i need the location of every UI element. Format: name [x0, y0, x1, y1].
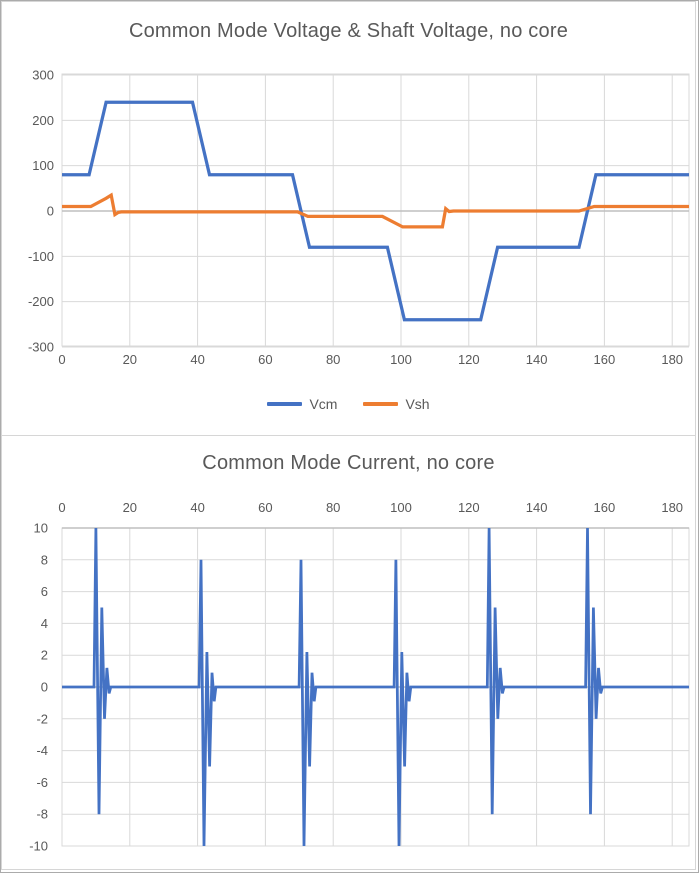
x-tick-label: 40 [190, 352, 204, 367]
panel-current-chart: Common Mode Current, no core 0 20 40 60 80 10… [1, 436, 696, 870]
x-tick-label: 180 [661, 500, 683, 515]
x-tick-label: 160 [594, 500, 616, 515]
voltage-chart-title: Common Mode Voltage & Shaft Voltage, no … [128, 20, 569, 42]
current-chart-title: Common Mode Current, no core [202, 452, 495, 474]
x-tick-label: 140 [526, 500, 548, 515]
vcm-line-swatch [267, 402, 303, 406]
x-tick-label: 100 [390, 500, 412, 515]
y-tick-label: -8 [36, 807, 48, 822]
x-tick-label: 0 [58, 500, 65, 515]
x-tick-label: 100 [390, 352, 412, 367]
series-line-icm [62, 527, 689, 847]
current-chart-plot: 0 20 40 60 80 100 120 140 160 1801086420-2-4-6-8-… [29, 500, 690, 854]
vsh-line-swatch [363, 402, 399, 406]
y-tick-label: -2 [36, 711, 48, 726]
y-tick-label: -300 [28, 339, 54, 354]
x-tick-label: 180 [661, 352, 683, 367]
y-tick-label: 0 [47, 204, 54, 219]
x-tick-label: 80 [326, 500, 340, 515]
x-tick-label: 120 [458, 500, 480, 515]
x-tick-label: 160 [594, 352, 616, 367]
y-tick-label: 10 [34, 521, 48, 536]
y-tick-label: -10 [29, 839, 48, 854]
legend-label-vsh: Vsh [405, 396, 430, 412]
x-tick-label: 0 [58, 352, 65, 367]
y-tick-label: -4 [36, 743, 48, 758]
legend-item-vcm: Vcm [267, 396, 337, 412]
y-tick-label: 4 [41, 616, 48, 631]
legend-label-vcm: Vcm [309, 396, 338, 412]
x-tick-label: 60 [258, 352, 272, 367]
y-tick-label: -6 [36, 775, 48, 790]
series-line-vsh [62, 192, 689, 229]
y-tick-label: 2 [41, 648, 48, 663]
panel-voltage-chart: Common Mode Voltage & Shaft Voltage, no … [1, 1, 696, 436]
x-tick-label: 140 [526, 352, 548, 367]
y-tick-label: 200 [32, 113, 54, 128]
y-tick-label: 6 [41, 584, 48, 599]
x-tick-label: 60 [258, 500, 272, 515]
x-tick-label: 120 [458, 352, 480, 367]
voltage-chart-legend: Vcm Vsh [2, 396, 695, 412]
x-tick-label: 40 [190, 500, 204, 515]
y-tick-label: 8 [41, 552, 48, 567]
x-tick-label: 20 [123, 500, 137, 515]
x-tick-label: 20 [123, 352, 137, 367]
x-tick-label: 80 [326, 352, 340, 367]
voltage-chart-plot: 0 20 40 60 80 100 120 140 160 180 300 200 100 0 -100 -2… [28, 68, 690, 367]
y-tick-label: 300 [32, 68, 54, 83]
y-tick-label: 0 [41, 680, 48, 695]
series-line-vcm [62, 100, 689, 322]
y-tick-label: -100 [28, 249, 54, 264]
legend-item-vsh: Vsh [363, 396, 430, 412]
y-tick-label: -200 [28, 294, 54, 309]
y-tick-label: 100 [32, 158, 54, 173]
